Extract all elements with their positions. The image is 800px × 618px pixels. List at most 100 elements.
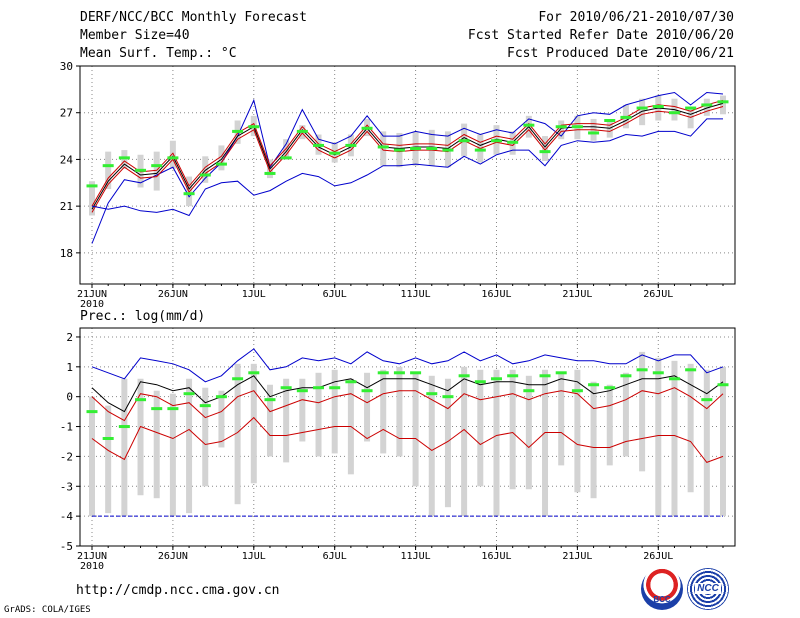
temp-spread-box	[720, 95, 726, 115]
temp-xtick-label: 26JUL	[643, 289, 673, 300]
prec-observed-marker	[167, 407, 179, 411]
prec-observed-marker	[507, 374, 519, 378]
member-size: Member Size=40	[80, 28, 190, 43]
prec-series-upper	[91, 387, 724, 422]
prec-spread-box	[283, 378, 290, 463]
prec-spread-box	[299, 378, 306, 442]
temp-observed-marker	[410, 147, 422, 151]
prec-observed-marker	[280, 386, 292, 390]
prec-series-max	[91, 348, 724, 383]
forecast-period: For 2010/06/21-2010/07/30	[538, 10, 734, 25]
prec-observed-marker	[329, 386, 341, 390]
prec-ytick-label: 1	[66, 361, 73, 374]
temp-series-min	[91, 118, 723, 217]
prec-observed-marker	[604, 386, 616, 390]
temp-spread-box	[639, 98, 646, 126]
prec-spread-box	[396, 366, 403, 457]
temp-observed-marker	[701, 103, 713, 107]
prec-observed-marker	[296, 389, 308, 393]
prec-xtick-label: 16JUL	[481, 551, 511, 562]
prec-observed-marker	[442, 395, 454, 399]
prec-observed-marker	[426, 392, 438, 396]
prec-ytick-label: -3	[60, 480, 73, 493]
temp-observed-marker	[507, 140, 519, 144]
prec-spread-box	[703, 369, 710, 517]
grads-credit: GrADS: COLA/IGES	[4, 605, 91, 615]
temp-spread-box	[283, 139, 290, 160]
temp-spread-box	[202, 156, 209, 183]
ncc-logo: NCC	[687, 568, 729, 610]
prec-spread-box	[493, 369, 500, 517]
temp-year-label: 2010	[80, 299, 104, 310]
prec-spread-box	[202, 387, 209, 487]
prec-spread-box	[606, 384, 613, 466]
prec-observed-marker	[215, 395, 227, 399]
prec-observed-marker	[539, 374, 551, 378]
prec-observed-marker	[361, 389, 373, 393]
prec-spread-box	[461, 366, 468, 517]
prec-xtick-label: 26JUL	[643, 551, 673, 562]
temp-observed-marker	[199, 173, 211, 177]
temp-spread-box	[606, 120, 613, 138]
prec-observed-marker	[199, 404, 211, 408]
prec-spread-box	[364, 372, 371, 442]
temp-spread-box	[169, 140, 176, 169]
prec-observed-marker	[668, 377, 680, 381]
prec-observed-marker	[620, 374, 632, 378]
prec-ytick-label: 0	[66, 391, 73, 404]
temp-observed-marker	[555, 125, 567, 129]
chart-title: DERF/NCC/BCC Monthly Forecast	[80, 10, 307, 25]
refer-date: Fcst Started Refer Date 2010/06/20	[467, 28, 734, 43]
prec-spread-box	[477, 369, 484, 487]
temp-observed-marker	[248, 125, 260, 129]
temp-observed-marker	[118, 156, 130, 160]
prec-year-label: 2010	[80, 561, 104, 572]
temp-observed-marker	[426, 147, 438, 151]
prec-spread-box	[687, 363, 694, 493]
prec-spread-box	[622, 372, 629, 457]
temp-frame	[79, 65, 736, 285]
prec-spread-box	[121, 378, 128, 517]
temp-observed-marker	[474, 148, 486, 152]
prec-spread-box	[137, 378, 144, 496]
temp-spread-box	[380, 131, 387, 166]
temp-observed-marker	[264, 171, 276, 175]
temp-observed-marker	[151, 164, 163, 168]
prec-observed-marker	[588, 383, 600, 387]
temp-observed-marker	[393, 148, 405, 152]
prec-spread-box	[218, 390, 225, 448]
prec-spread-box	[186, 378, 193, 514]
prec-observed-marker	[717, 383, 729, 387]
prec-observed-marker	[264, 398, 276, 402]
temp-observed-marker	[685, 106, 697, 110]
temp-observed-marker	[636, 106, 648, 110]
temp-observed-marker	[539, 150, 551, 154]
temp-spread-box	[703, 98, 710, 116]
temp-ytick-label: 30	[60, 60, 73, 73]
temp-series-mean	[91, 102, 724, 210]
temp-spread-box	[121, 150, 128, 169]
prec-spread-box	[590, 381, 597, 499]
prec-xtick-label: 26JUN	[158, 551, 188, 562]
temp-spread-box	[105, 151, 112, 190]
prec-observed-marker	[183, 392, 195, 396]
prec-spread-box	[89, 396, 95, 517]
prec-spread-box	[671, 360, 678, 517]
temp-observed-marker	[135, 168, 147, 172]
prec-observed-marker	[410, 371, 422, 375]
prec-spread-box	[509, 369, 516, 490]
prec-spread-box	[250, 363, 257, 484]
temp-ytick-label: 24	[60, 153, 74, 166]
temp-observed-marker	[167, 156, 179, 160]
temp-observed-marker	[296, 129, 308, 133]
prec-xtick-label: 6JUL	[323, 551, 347, 562]
website-url[interactable]: http://cmdp.ncc.cma.gov.cn	[76, 583, 280, 598]
temp-observed-marker	[345, 143, 357, 147]
prec-ytick-label: -1	[60, 421, 73, 434]
temp-xtick-label: 21JUL	[562, 289, 592, 300]
prec-spread-box	[169, 393, 176, 517]
prec-spread-box	[639, 351, 646, 472]
prec-observed-marker	[232, 377, 244, 381]
temp-spread-box	[218, 145, 225, 171]
